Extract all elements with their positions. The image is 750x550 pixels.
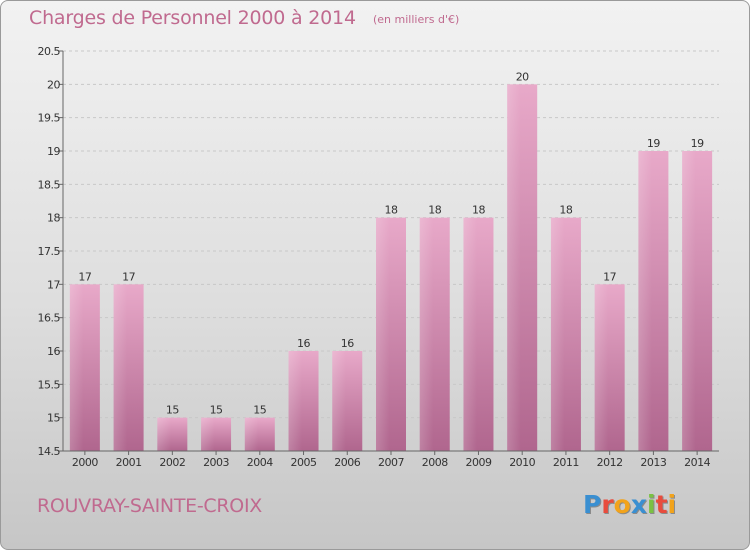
bar-highlight xyxy=(507,84,521,451)
bar-highlight xyxy=(69,284,84,451)
logo-letter: i xyxy=(667,490,677,519)
logo-letter: i xyxy=(647,490,656,519)
logo-letter: t xyxy=(655,490,668,519)
y-tick-label: 20 xyxy=(47,78,60,91)
x-tick-label: 2014 xyxy=(684,456,710,469)
x-tick-label: 2012 xyxy=(597,456,623,469)
data-label: 17 xyxy=(603,270,616,283)
data-label: 20 xyxy=(516,70,529,83)
data-label: 18 xyxy=(559,204,572,217)
bar-highlight xyxy=(594,284,609,451)
bar-highlight xyxy=(288,351,303,451)
data-label: 15 xyxy=(210,404,223,417)
x-tick-label: 2008 xyxy=(422,456,448,469)
bar-highlight xyxy=(157,417,171,451)
data-label: 19 xyxy=(691,137,704,150)
y-tick-label: 16.5 xyxy=(38,312,61,325)
data-label: 15 xyxy=(166,404,179,417)
bar-highlight xyxy=(463,217,477,451)
bar-highlight xyxy=(682,151,696,451)
x-tick-label: 2000 xyxy=(72,456,98,469)
x-tick-label: 2001 xyxy=(116,456,142,469)
bar-highlight xyxy=(113,284,128,451)
bar-highlight xyxy=(201,417,215,451)
y-tick-label: 14.5 xyxy=(38,445,61,458)
x-tick-label: 2006 xyxy=(334,456,360,469)
y-tick-label: 18 xyxy=(47,212,60,225)
y-tick-label: 18.5 xyxy=(38,178,61,191)
data-label: 18 xyxy=(428,204,441,217)
x-tick-label: 2002 xyxy=(159,456,185,469)
x-tick-label: 2011 xyxy=(553,456,579,469)
data-label: 18 xyxy=(385,204,398,217)
bar-highlight xyxy=(419,217,434,451)
y-tick-label: 17.5 xyxy=(38,245,61,258)
x-tick-label: 2003 xyxy=(203,456,229,469)
x-tick-label: 2005 xyxy=(291,456,317,469)
bar-highlight xyxy=(376,217,390,451)
data-label: 17 xyxy=(122,270,135,283)
bar-highlight xyxy=(550,217,565,451)
y-tick-label: 20.5 xyxy=(38,45,61,58)
data-label: 16 xyxy=(341,337,354,350)
y-tick-label: 17 xyxy=(47,278,60,291)
y-tick-label: 15 xyxy=(47,412,60,425)
logo-letter: x xyxy=(630,490,647,519)
y-tick-label: 15.5 xyxy=(38,378,61,391)
x-tick-label: 2004 xyxy=(247,456,273,469)
y-tick-label: 16 xyxy=(47,345,60,358)
x-tick-label: 2009 xyxy=(465,456,491,469)
data-label: 16 xyxy=(297,337,310,350)
chart-title: Charges de Personnel 2000 à 2014 xyxy=(29,7,356,29)
x-tick-label: 2007 xyxy=(378,456,404,469)
bar-highlight xyxy=(638,151,652,451)
logo-letter: r xyxy=(601,490,614,519)
data-label: 19 xyxy=(647,137,660,150)
proxiti-logo: Proxiti xyxy=(583,490,676,519)
logo-letter: P xyxy=(583,490,602,519)
y-tick-label: 19 xyxy=(47,145,60,158)
bar-highlight xyxy=(244,417,259,451)
data-label: 18 xyxy=(472,204,485,217)
y-tick-label: 19.5 xyxy=(38,112,61,125)
logo-letter: o xyxy=(613,490,631,519)
commune-name: ROUVRAY-SAINTE-CROIX xyxy=(37,495,262,517)
data-label: 17 xyxy=(78,270,91,283)
chart-unit: (en milliers d'€) xyxy=(373,13,460,26)
data-label: 15 xyxy=(253,404,266,417)
bar-highlight xyxy=(332,351,346,451)
x-tick-label: 2013 xyxy=(640,456,666,469)
x-tick-label: 2010 xyxy=(509,456,535,469)
